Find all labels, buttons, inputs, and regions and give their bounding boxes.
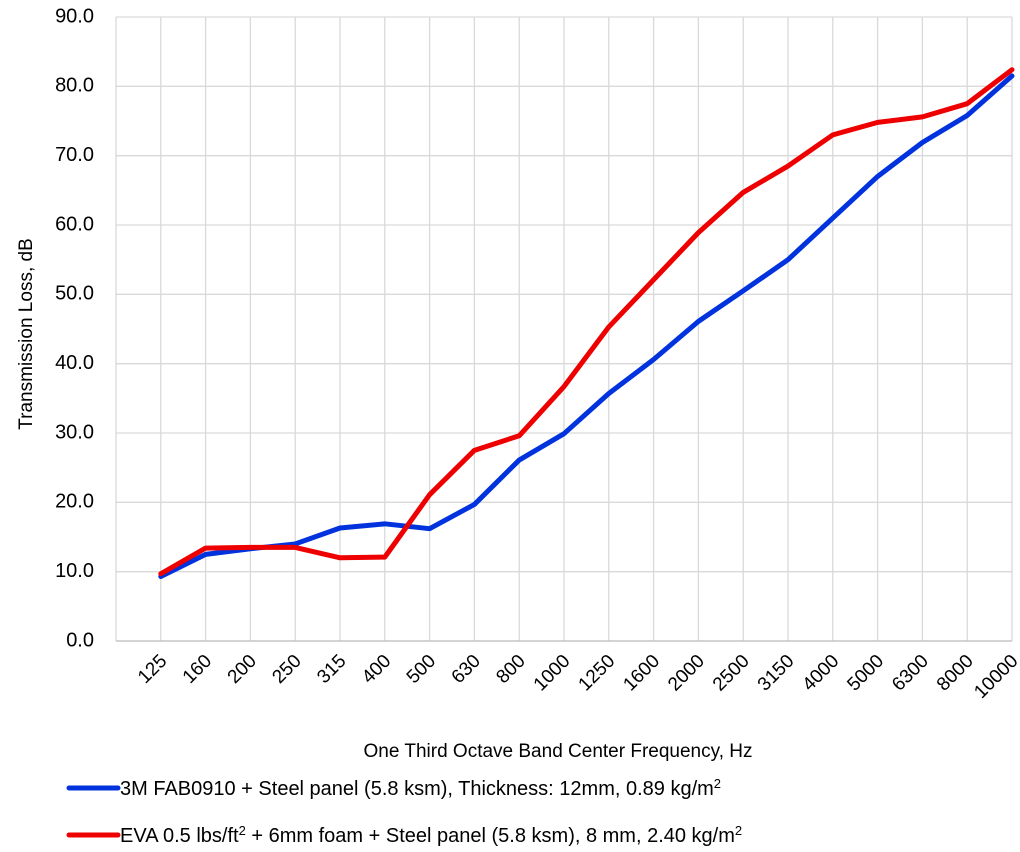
x-tick-label: 160: [179, 651, 216, 688]
y-tick-label: 0.0: [66, 629, 94, 651]
y-tick-label: 50.0: [55, 283, 94, 305]
x-tick-label: 315: [313, 651, 350, 688]
legend-item-1: 3M FAB0910 + Steel panel (5.8 ksm), Thic…: [66, 776, 721, 801]
y-axis-ticks: 0.0 10.0 20.0 30.0 40.0 50.0 60.0 70.0 80.0 90.0: [55, 5, 94, 651]
grid: [115, 16, 1013, 642]
x-tick-label: 800: [492, 651, 529, 688]
legend-item-2: EVA 0.5 lbs/ft2 + 6mm foam + Steel panel…: [66, 823, 742, 848]
x-tick-label: 1600: [619, 651, 664, 696]
x-tick-label: 6300: [888, 651, 933, 696]
y-tick-label: 90.0: [55, 5, 94, 27]
y-tick-label: 80.0: [55, 75, 94, 97]
x-tick-label: 4000: [799, 651, 844, 696]
y-tick-label: 60.0: [55, 213, 94, 235]
x-tick-label: 250: [268, 651, 305, 688]
y-tick-label: 40.0: [55, 352, 94, 374]
x-tick-label: 125: [134, 651, 171, 688]
x-tick-label: 2500: [709, 651, 754, 696]
x-tick-label: 200: [224, 651, 261, 688]
series-line-2: [158, 67, 1015, 577]
y-axis-title: Transmission Loss, dB: [16, 238, 37, 429]
x-axis-ticks: 125 160 200 250 315 400 500 630 800 1000 1250 1600 2…: [134, 651, 1020, 703]
y-tick-label: 20.0: [55, 491, 94, 513]
y-tick-label: 10.0: [55, 560, 94, 582]
x-tick-label: 400: [358, 651, 395, 688]
x-tick-label: 630: [448, 651, 485, 688]
x-tick-label: 1250: [575, 651, 620, 696]
legend-label: EVA 0.5 lbs/ft2 + 6mm foam + Steel panel…: [120, 823, 742, 848]
y-tick-label: 30.0: [55, 421, 94, 443]
legend: 3M FAB0910 + Steel panel (5.8 ksm), Thic…: [66, 776, 742, 848]
x-tick-label: 1000: [530, 651, 575, 696]
x-tick-label: 3150: [754, 651, 799, 696]
x-tick-label: 500: [403, 651, 440, 688]
x-axis-title: One Third Octave Band Center Frequency, …: [364, 741, 753, 762]
legend-label: 3M FAB0910 + Steel panel (5.8 ksm), Thic…: [120, 776, 721, 801]
x-tick-label: 2000: [664, 651, 709, 696]
series-lines: [158, 67, 1015, 580]
series-line-1: [158, 73, 1015, 580]
y-tick-label: 70.0: [55, 144, 94, 166]
x-tick-label: 10000: [970, 651, 1020, 703]
x-tick-label: 5000: [843, 651, 888, 696]
